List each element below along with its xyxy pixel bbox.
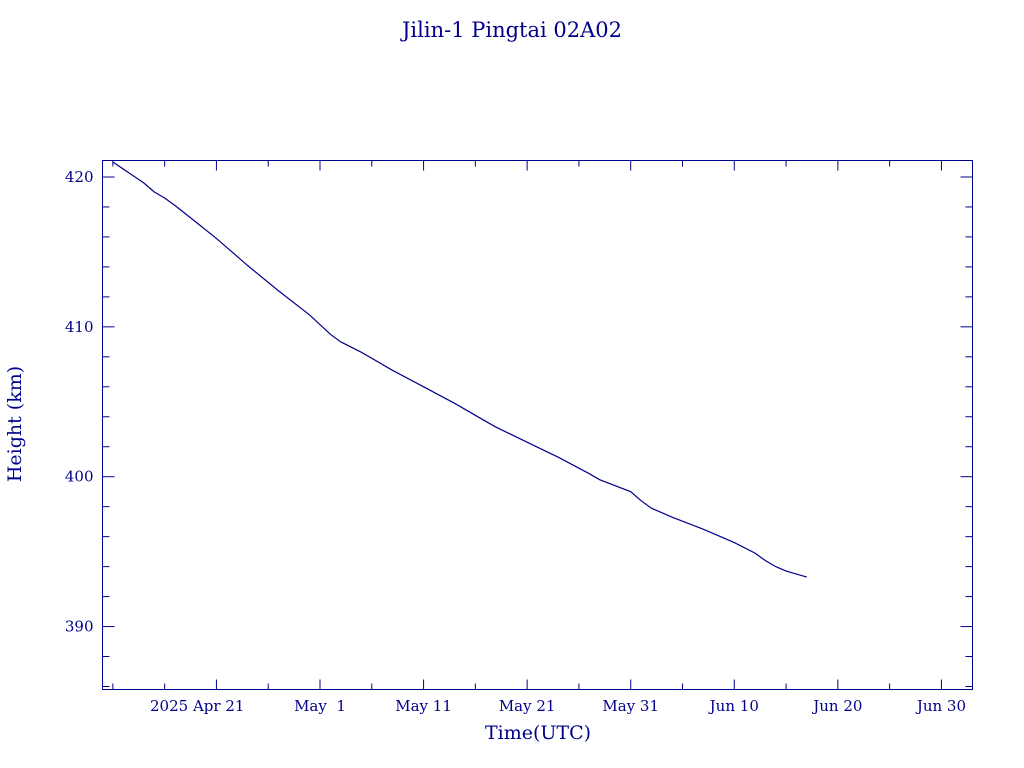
tick-labels: 2025 Apr 21 May 1 May 11 May 21 May 31 Jun 10… [65,168,966,715]
x-tick-label: Jun 10 [708,697,759,715]
y-tick-label: 410 [65,318,94,336]
x-tick-label: May 11 [395,697,452,715]
axis-ticks [102,160,973,690]
x-tick-label: Jun 30 [915,697,966,715]
plot-frame [102,160,973,690]
x-tick-label: 2025 Apr 21 [150,697,244,715]
chart-title: Jilin-1 Pingtai 02A02 [400,18,622,42]
x-tick-label: Jun 20 [811,697,862,715]
height-series-line [112,161,807,578]
y-tick-label: 400 [65,468,94,486]
x-tick-label: May 31 [602,697,659,715]
x-axis-label: Time(UTC) [485,722,591,744]
x-tick-label: May 1 [294,697,346,715]
y-axis-label: Height (km) [4,366,26,482]
y-tick-label: 390 [65,618,94,636]
y-tick-label: 420 [65,168,94,186]
x-tick-label: May 21 [499,697,556,715]
